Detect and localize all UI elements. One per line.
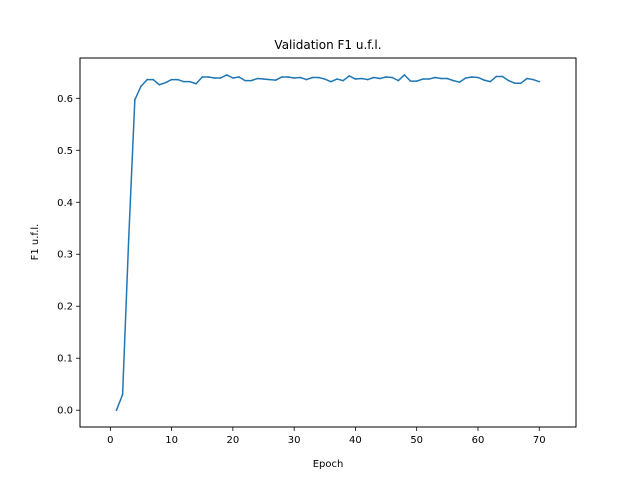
data-point [287, 76, 289, 78]
y-tick-label: 0.2 [57, 302, 73, 313]
data-point [115, 409, 118, 412]
data-point [391, 76, 393, 79]
data-point [434, 76, 436, 79]
data-point [495, 75, 498, 78]
data-point [134, 99, 136, 101]
data-point [213, 77, 216, 79]
data-point [483, 79, 485, 81]
y-tick-label: 0.0 [57, 406, 73, 417]
y-tick-label: 0.5 [57, 146, 73, 157]
data-point [526, 77, 528, 80]
data-point [507, 79, 510, 82]
data-point [311, 76, 314, 79]
data-point [281, 76, 283, 78]
data-point [477, 76, 479, 79]
data-point [373, 76, 375, 79]
data-point [385, 76, 387, 78]
data-point [195, 82, 197, 85]
data-point [403, 74, 406, 76]
data-point [323, 78, 326, 80]
data-point [146, 78, 148, 81]
data-point [121, 393, 124, 396]
data-point [446, 77, 449, 80]
data-point [464, 77, 467, 79]
data-point [164, 81, 167, 84]
data-point [305, 78, 308, 81]
data-point [348, 75, 351, 77]
x-tick-label: 70 [533, 435, 546, 446]
data-point [538, 80, 541, 83]
data-point [342, 79, 344, 82]
data-point [317, 76, 320, 79]
y-tick-label: 0.3 [57, 250, 73, 261]
data-point [274, 79, 277, 81]
data-point [262, 78, 265, 80]
y-tick-label: 0.1 [57, 354, 73, 365]
y-axis-label: F1 u.f.l. [30, 224, 41, 261]
y-axis: 0.0 0.1 0.2 0.3 0.4 0.5 0.6 [57, 94, 80, 417]
data-point [225, 74, 228, 76]
series-line [115, 74, 540, 411]
data-point [201, 76, 204, 78]
x-axis: 0 10 20 30 40 50 60 70 [107, 427, 546, 446]
x-tick-label: 20 [227, 435, 240, 446]
data-point [232, 77, 234, 79]
data-point [366, 78, 369, 81]
x-tick-label: 30 [288, 435, 301, 446]
data-point [532, 78, 534, 81]
data-point [501, 75, 504, 78]
data-point [520, 82, 522, 85]
data-point [299, 76, 302, 79]
data-point [458, 81, 461, 83]
x-tick-label: 40 [349, 435, 362, 446]
data-point [158, 83, 161, 86]
data-point [422, 78, 424, 80]
data-point [354, 78, 357, 80]
data-point [152, 78, 155, 81]
data-point [471, 76, 473, 78]
data-point [189, 80, 191, 83]
data-point [170, 78, 173, 81]
chart-title: Validation F1 u.f.l. [274, 38, 381, 52]
data-point [428, 78, 430, 80]
data-point [489, 80, 492, 83]
data-point [415, 80, 418, 82]
data-point [379, 77, 381, 80]
data-point [176, 78, 179, 81]
data-point [207, 76, 210, 78]
x-tick-label: 0 [107, 435, 113, 446]
data-point [219, 77, 222, 79]
plot-frame [79, 57, 577, 428]
data-point [293, 77, 295, 79]
data-point [244, 79, 246, 82]
data-point [330, 80, 332, 83]
x-tick-label: 50 [410, 435, 423, 446]
data-point [513, 82, 516, 85]
data-point [268, 78, 271, 81]
data-point [140, 85, 142, 88]
data-point [336, 78, 338, 80]
x-tick-label: 60 [472, 435, 485, 446]
x-axis-label: Epoch [313, 459, 344, 470]
data-point [250, 79, 253, 82]
data-point [238, 76, 240, 78]
data-point [440, 77, 443, 80]
data-point [256, 77, 259, 80]
data-point [409, 80, 412, 82]
data-point [452, 79, 455, 82]
data-point [127, 237, 130, 240]
data-point [397, 79, 400, 82]
series-points [115, 74, 541, 412]
data-point [183, 80, 185, 83]
y-tick-label: 0.4 [57, 198, 73, 209]
x-tick-label: 10 [165, 435, 178, 446]
y-tick-label: 0.6 [57, 94, 73, 105]
plot-area [79, 57, 577, 428]
data-point [360, 77, 363, 80]
